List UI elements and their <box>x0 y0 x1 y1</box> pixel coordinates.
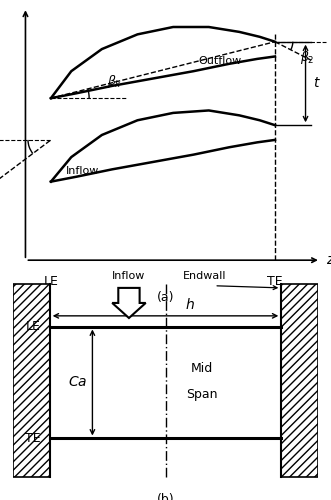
Bar <box>13 284 50 477</box>
Text: LE: LE <box>43 275 58 288</box>
Text: $z$: $z$ <box>326 253 331 267</box>
Text: LE: LE <box>26 320 41 333</box>
Text: TE: TE <box>25 432 41 445</box>
Text: $h$: $h$ <box>185 298 195 312</box>
Text: $Ca$: $Ca$ <box>68 376 87 390</box>
Text: Span: Span <box>186 388 218 400</box>
Text: (b): (b) <box>157 493 174 500</box>
Text: $y$: $y$ <box>20 0 31 2</box>
Text: $\beta_2$: $\beta_2$ <box>301 50 315 66</box>
Text: Inflow: Inflow <box>66 166 100 176</box>
Polygon shape <box>112 288 146 318</box>
Text: Endwall: Endwall <box>183 272 227 281</box>
Text: $t$: $t$ <box>313 76 321 90</box>
Text: Inflow: Inflow <box>112 272 146 281</box>
Text: TE: TE <box>267 275 283 288</box>
Text: $\beta_k$: $\beta_k$ <box>107 72 122 90</box>
Bar <box>281 284 318 477</box>
Text: Mid: Mid <box>191 362 213 375</box>
Text: Outflow: Outflow <box>199 56 242 66</box>
Text: (a): (a) <box>157 291 174 304</box>
